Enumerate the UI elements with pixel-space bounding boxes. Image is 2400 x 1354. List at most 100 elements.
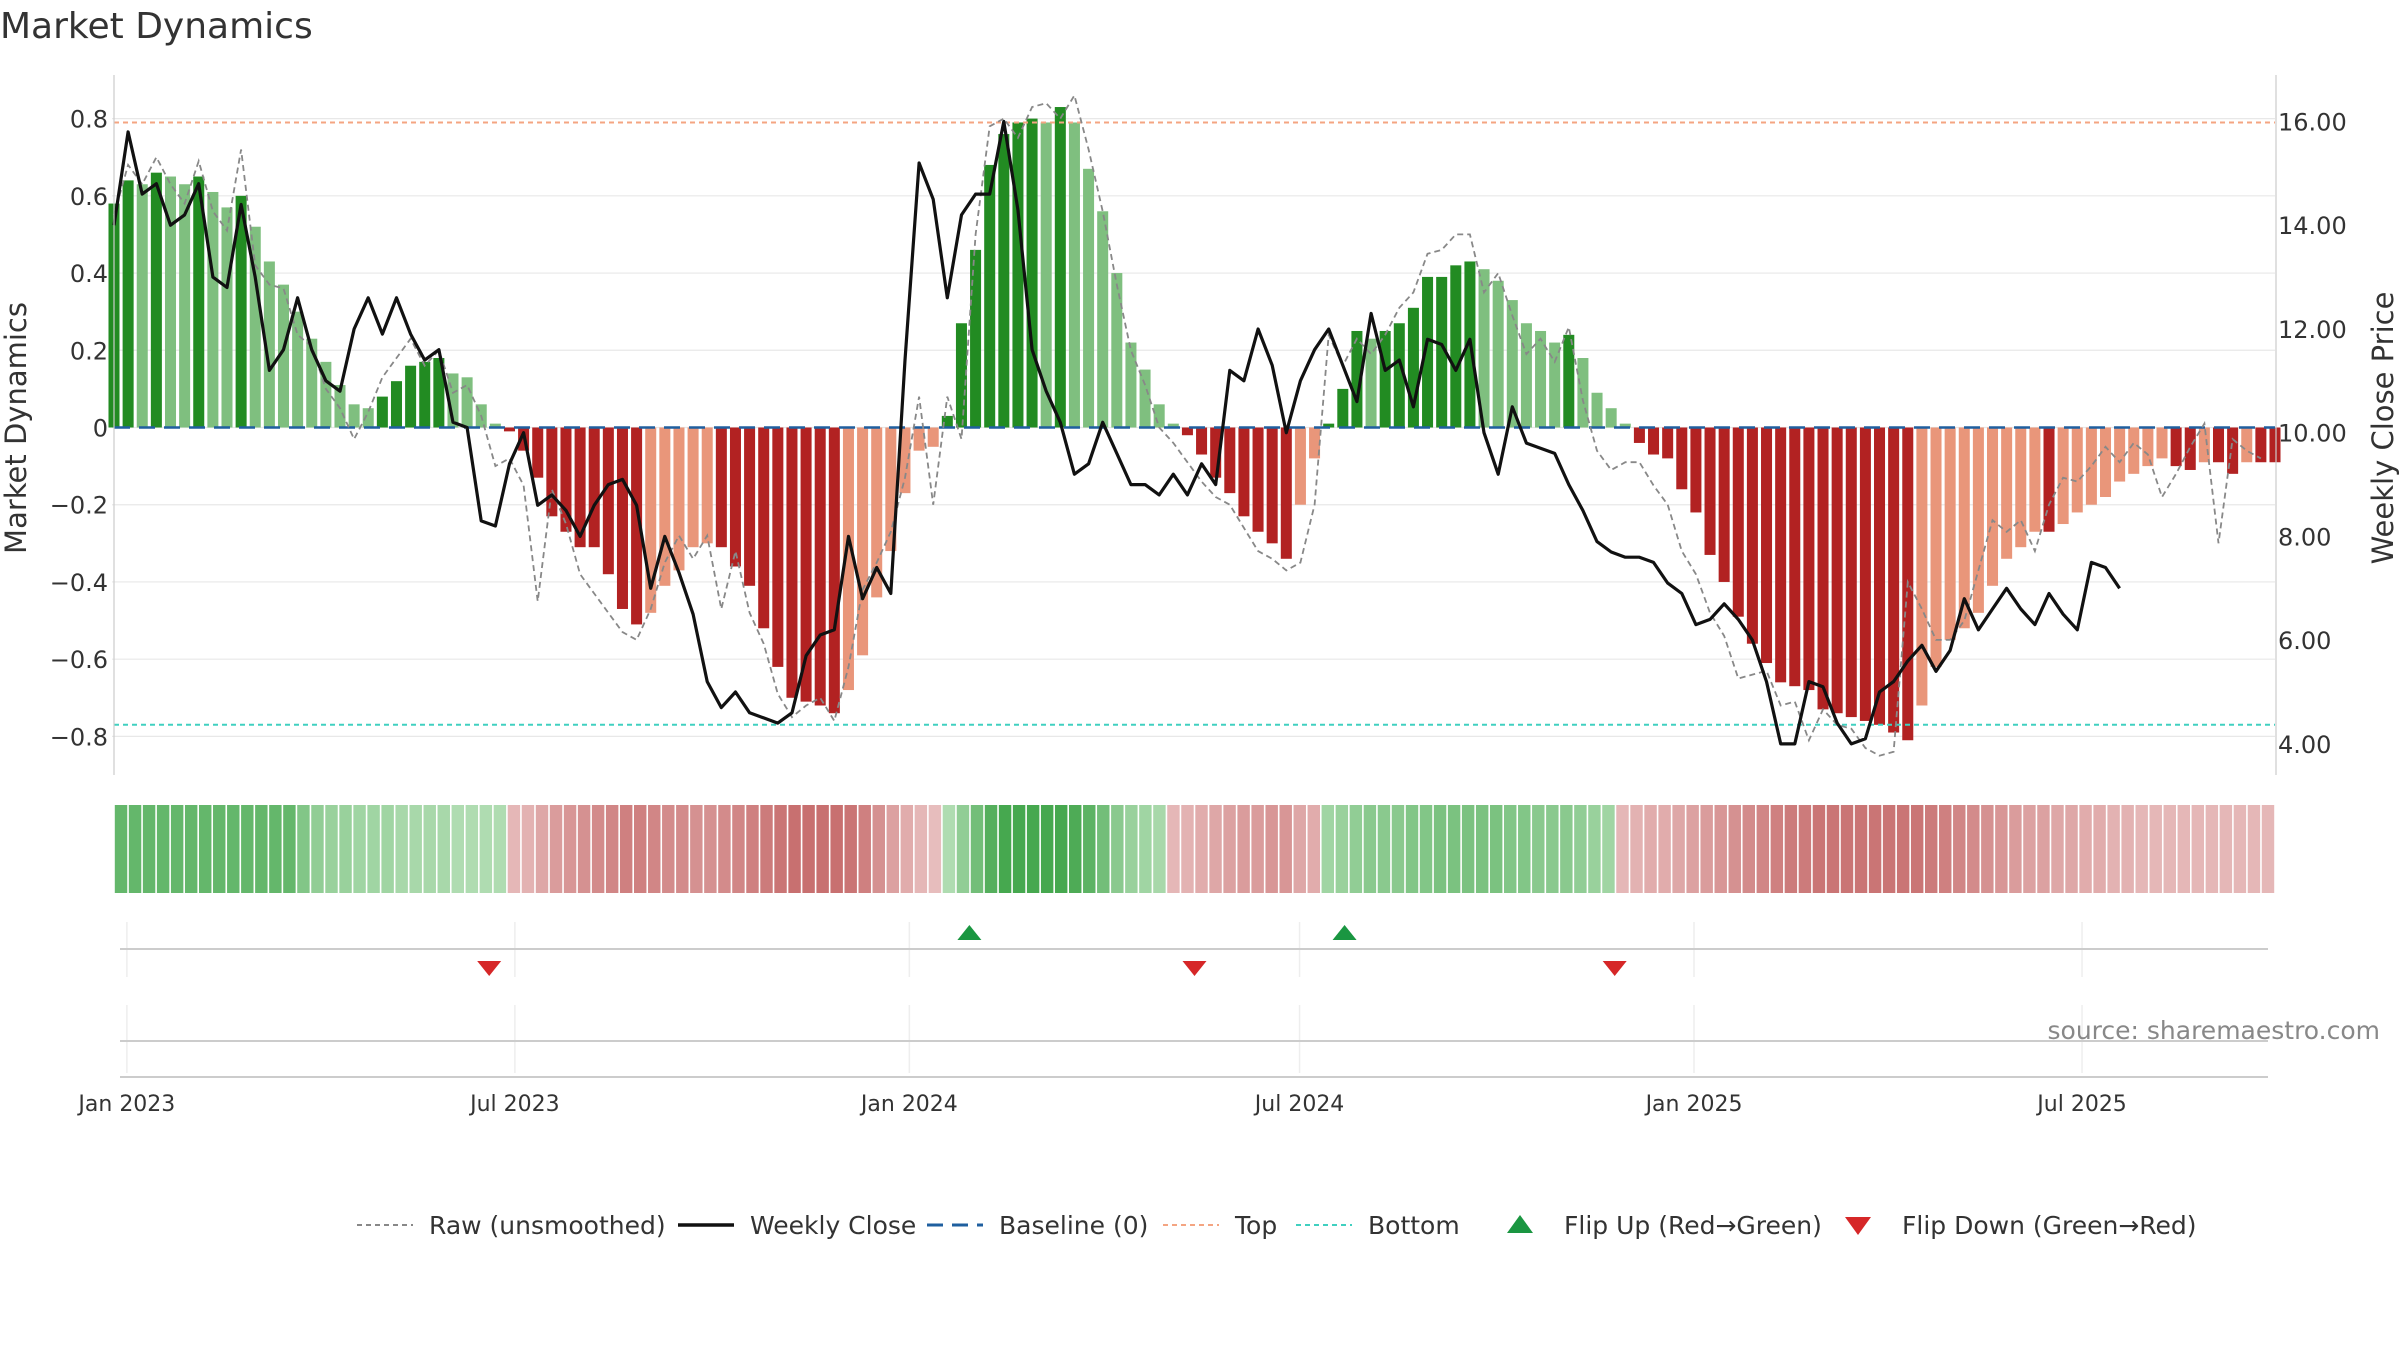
regime-cell bbox=[690, 805, 703, 893]
regime-cell bbox=[1083, 805, 1096, 893]
regime-cell bbox=[2135, 805, 2148, 893]
dynamics-bar bbox=[2227, 427, 2239, 474]
regime-cell bbox=[409, 805, 422, 893]
regime-cell bbox=[2023, 805, 2036, 893]
right-tick-label: 10.00 bbox=[2278, 420, 2347, 448]
dynamics-bar bbox=[659, 427, 671, 586]
regime-cell bbox=[591, 805, 605, 893]
legend-swatch-flip_up bbox=[1507, 1215, 1533, 1233]
regime-cell bbox=[858, 805, 871, 893]
regime-cell bbox=[1742, 805, 1755, 893]
regime-cell bbox=[339, 805, 352, 893]
regime-cell bbox=[886, 805, 900, 893]
regime-cell bbox=[241, 805, 254, 893]
regime-cell bbox=[2247, 805, 2261, 893]
regime-cell bbox=[830, 805, 843, 893]
dynamics-bar bbox=[1916, 427, 1928, 706]
regime-cell bbox=[998, 805, 1012, 893]
regime-cell bbox=[1770, 805, 1784, 893]
right-tick-label: 12.00 bbox=[2278, 316, 2347, 344]
regime-cell bbox=[395, 805, 408, 893]
dynamics-bar bbox=[927, 427, 939, 447]
x-tick-label: Jul 2025 bbox=[2035, 1092, 2127, 1117]
regime-cell bbox=[788, 805, 801, 893]
dynamics-bar bbox=[2241, 427, 2253, 463]
dynamics-bar bbox=[1690, 427, 1702, 513]
dynamics-bar bbox=[1407, 307, 1419, 428]
dynamics-bar bbox=[1040, 122, 1052, 428]
regime-cell bbox=[1882, 805, 1896, 893]
regime-cell bbox=[1279, 805, 1292, 893]
dynamics-bar bbox=[2198, 427, 2210, 463]
regime-cell bbox=[535, 805, 549, 893]
regime-cell bbox=[802, 805, 815, 893]
regime-cell bbox=[704, 805, 717, 893]
dynamics-bar bbox=[2001, 427, 2013, 559]
regime-cell bbox=[1644, 805, 1657, 893]
dynamics-bar bbox=[1436, 276, 1448, 428]
regime-cell bbox=[311, 805, 324, 893]
regime-cell bbox=[774, 805, 787, 893]
dynamics-bar bbox=[122, 180, 134, 428]
x-tick-label: Jul 2023 bbox=[468, 1092, 560, 1117]
regime-cell bbox=[1251, 805, 1264, 893]
regime-cell bbox=[297, 805, 310, 893]
regime-cell bbox=[1012, 805, 1026, 893]
dynamics-bar bbox=[2085, 427, 2097, 505]
dynamics-bar bbox=[1520, 323, 1532, 428]
regime-cell bbox=[1335, 805, 1349, 893]
dynamics-bar bbox=[1859, 427, 1871, 721]
dynamics-bar bbox=[390, 381, 402, 428]
regime-cell bbox=[437, 805, 450, 893]
dynamics-bar bbox=[786, 427, 798, 698]
regime-cell bbox=[2205, 805, 2219, 893]
dynamics-bar bbox=[2100, 427, 2112, 497]
dynamics-bar bbox=[2128, 427, 2140, 474]
regime-cell bbox=[479, 805, 493, 893]
regime-cell bbox=[2149, 805, 2162, 893]
dynamics-bar bbox=[1365, 338, 1377, 428]
dynamics-bar bbox=[136, 184, 148, 428]
dynamics-bar bbox=[348, 404, 360, 428]
regime-cell bbox=[283, 805, 296, 893]
dynamics-bar bbox=[277, 284, 289, 428]
flip-down-marker bbox=[477, 961, 502, 976]
dynamics-bar bbox=[772, 427, 784, 667]
regime-cell bbox=[1504, 805, 1517, 893]
regime-cell bbox=[1756, 805, 1770, 893]
dynamics-bar bbox=[1492, 280, 1504, 428]
regime-cell bbox=[1447, 805, 1461, 893]
dynamics-bar bbox=[1125, 342, 1137, 428]
dynamics-bar bbox=[602, 427, 614, 575]
dynamics-bar bbox=[1648, 427, 1660, 455]
dynamics-bar bbox=[1097, 211, 1109, 428]
dynamics-bar bbox=[1450, 265, 1462, 428]
regime-cell bbox=[1181, 805, 1194, 893]
regime-cell bbox=[1433, 805, 1447, 893]
regime-cell bbox=[1040, 805, 1054, 893]
dynamics-bar bbox=[1930, 427, 1942, 667]
regime-cell bbox=[1237, 805, 1250, 893]
dynamics-bar bbox=[1210, 427, 1222, 478]
regime-cell bbox=[2093, 805, 2106, 893]
dynamics-bar bbox=[715, 427, 727, 548]
regime-cell bbox=[1995, 805, 2008, 893]
x-tick-label: Jul 2024 bbox=[1253, 1092, 1345, 1117]
dynamics-bar bbox=[1775, 427, 1787, 683]
dynamics-bar bbox=[1422, 276, 1434, 428]
dynamics-bar bbox=[1676, 427, 1688, 490]
regime-cell bbox=[605, 805, 619, 893]
dynamics-bar bbox=[447, 373, 459, 428]
regime-cell bbox=[1363, 805, 1377, 893]
dynamics-bar bbox=[1831, 427, 1843, 714]
regime-cell bbox=[521, 805, 535, 893]
dynamics-bar bbox=[1845, 427, 1857, 718]
regime-cell bbox=[114, 805, 128, 893]
regime-cell bbox=[1574, 805, 1587, 893]
dynamics-bar bbox=[1874, 427, 1886, 725]
regime-cell bbox=[1489, 805, 1503, 893]
regime-cell bbox=[1153, 805, 1166, 893]
dynamics-bar bbox=[489, 423, 501, 428]
regime-cell bbox=[1602, 805, 1615, 893]
